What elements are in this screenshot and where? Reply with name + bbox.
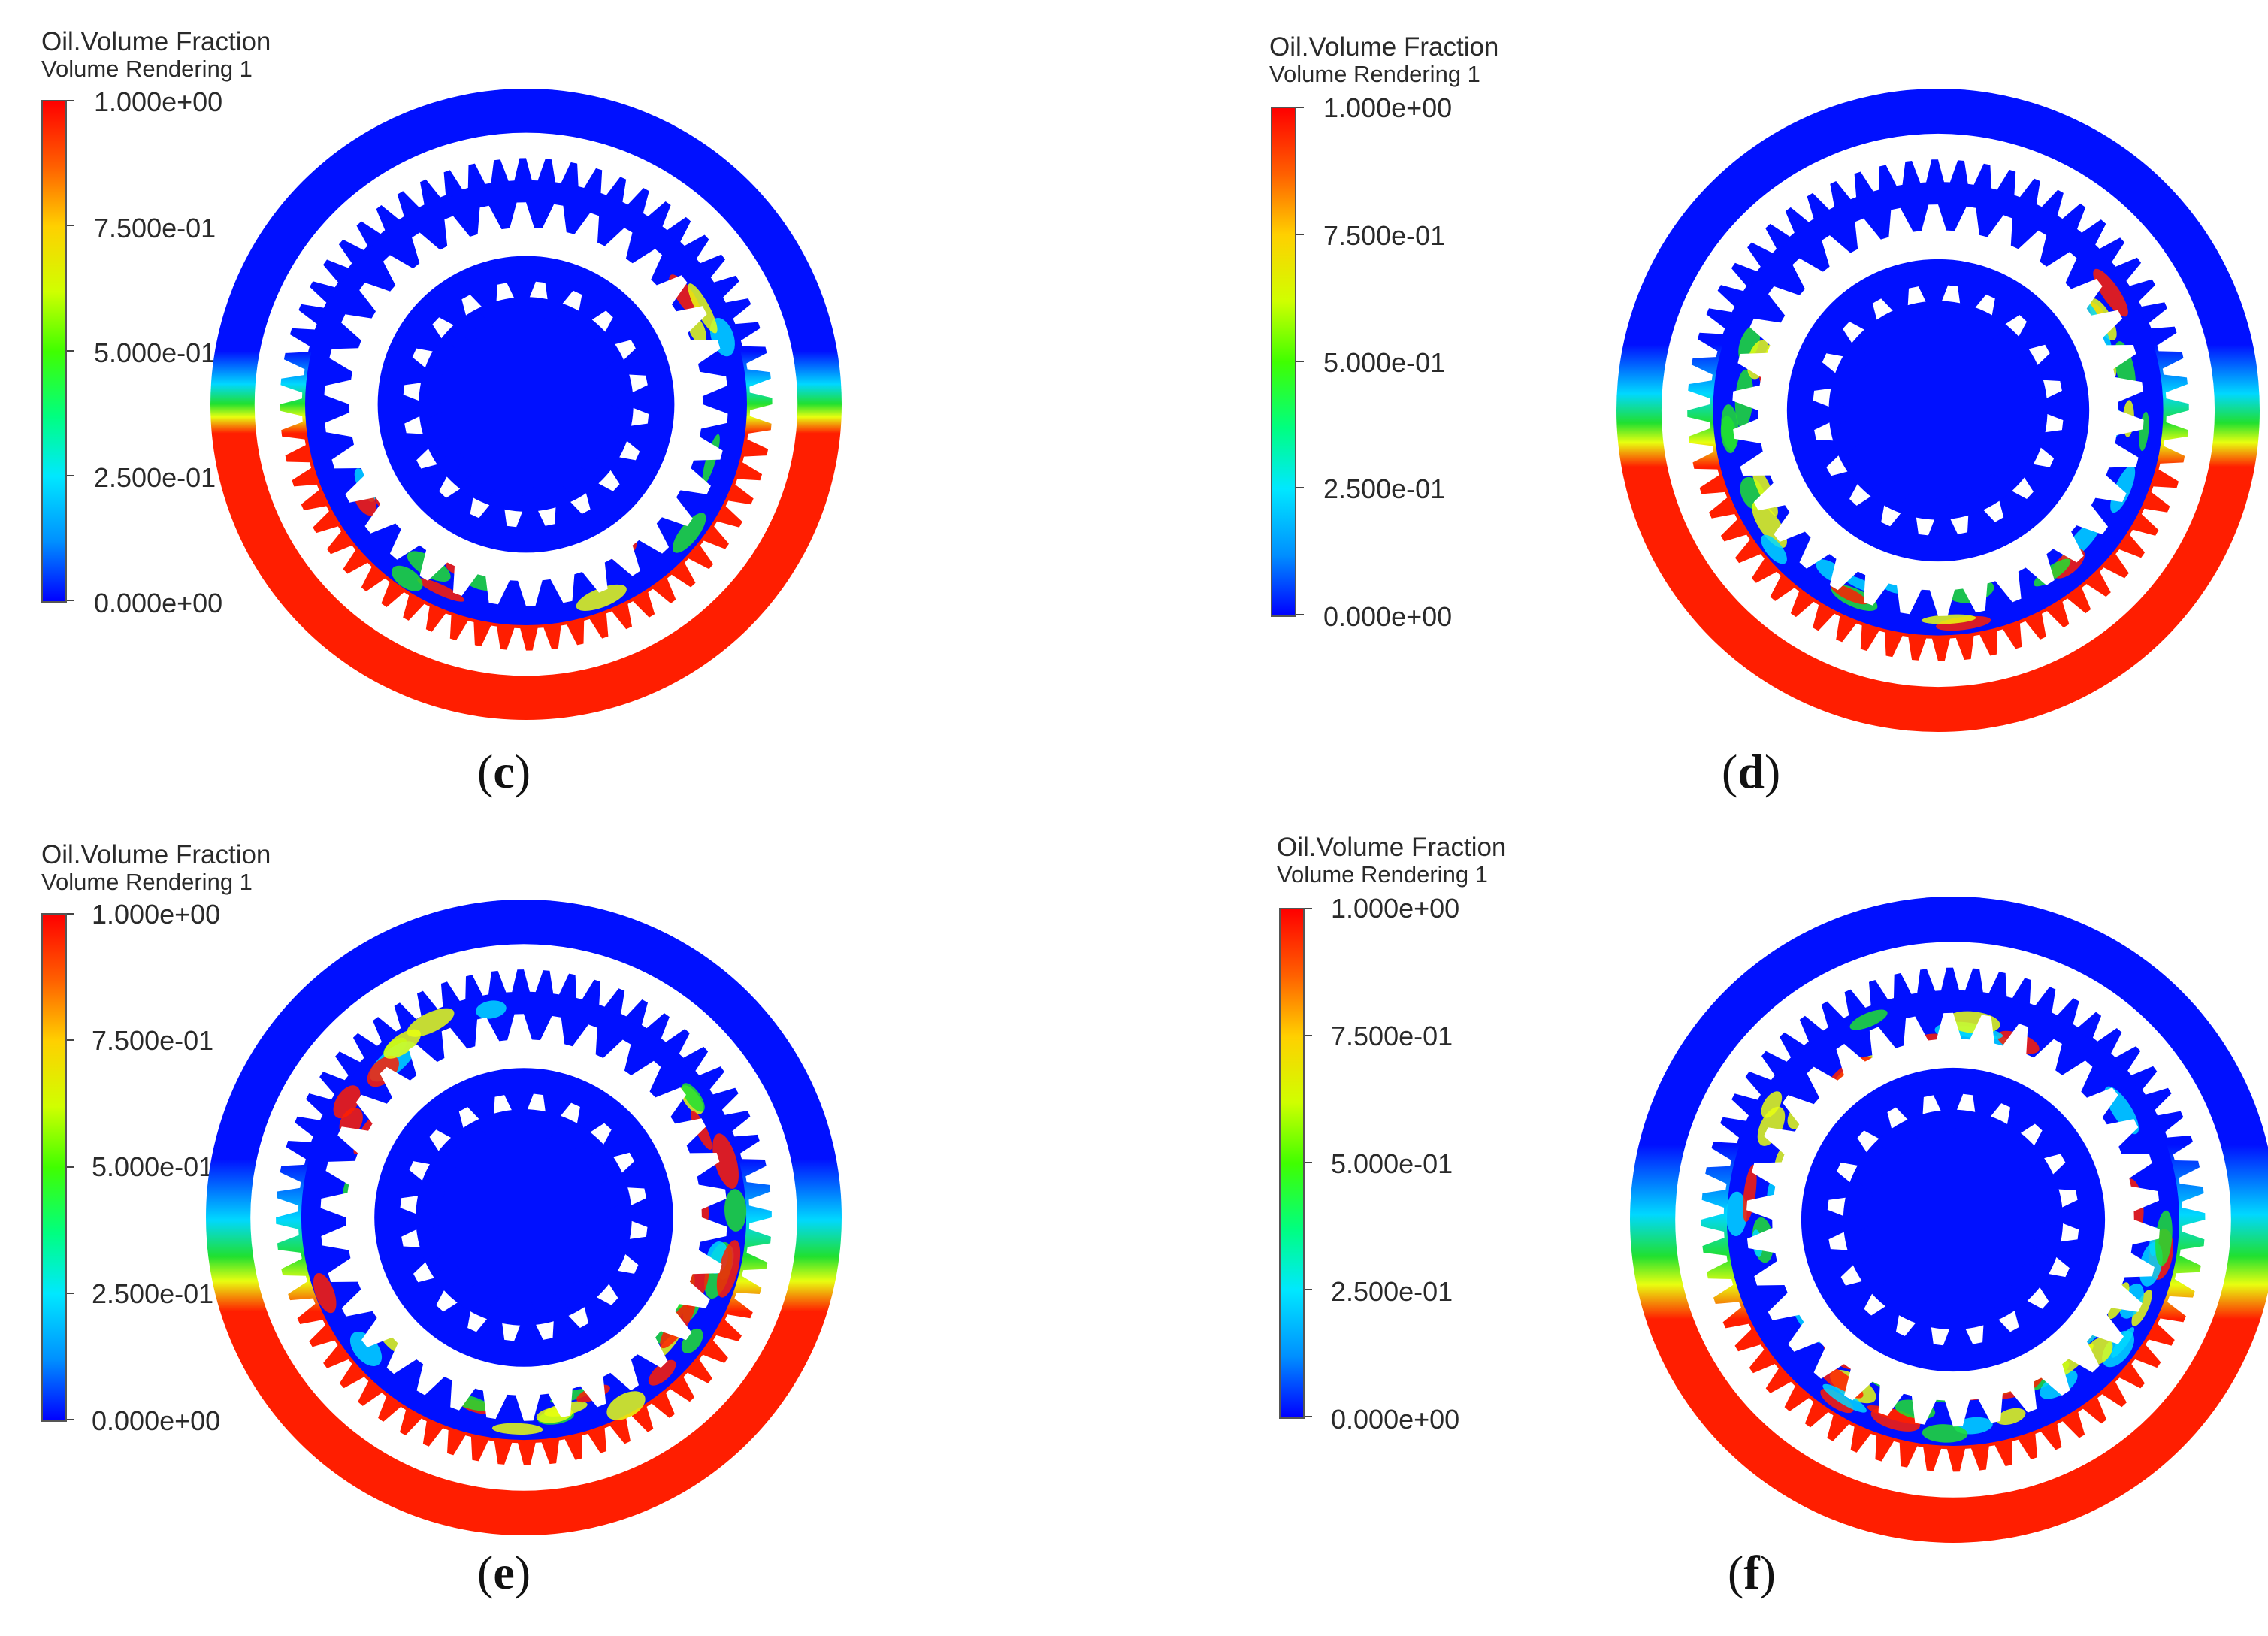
tick-label: 1.000e+00 <box>1331 893 1460 924</box>
tick-label: 0.000e+00 <box>94 588 223 618</box>
colorbar <box>1279 908 1305 1419</box>
legend-rendering: Volume Rendering 1 <box>41 869 253 895</box>
tick-label: 0.000e+00 <box>1331 1404 1460 1435</box>
legend-variable: Oil.Volume Fraction <box>41 840 271 869</box>
oil-volume-fraction-plot <box>1630 897 2268 1543</box>
tick-label: 2.500e-01 <box>1323 473 1446 504</box>
panel-f: Oil.Volume Fraction Volume Rendering 1 1… <box>1134 818 2268 1635</box>
panel-caption: (c) <box>477 745 531 798</box>
colorbar-tick <box>67 1419 74 1420</box>
colorbar <box>41 100 67 603</box>
colorbar-tick <box>1296 360 1304 362</box>
oil-volume-fraction-plot <box>206 900 842 1535</box>
colorbar-tick <box>1296 487 1304 489</box>
tick-label: 2.500e-01 <box>92 1278 214 1309</box>
colorbar-tick <box>67 349 74 352</box>
tick-label: 5.000e-01 <box>92 1151 214 1182</box>
legend-title: Oil.Volume Fraction Volume Rendering 1 <box>41 29 271 83</box>
colorbar-tick <box>67 1039 74 1042</box>
legend-title: Oil.Volume Fraction Volume Rendering 1 <box>1277 834 1506 888</box>
panel-caption: (e) <box>477 1546 531 1599</box>
colorbar-tick <box>67 225 74 227</box>
colorbar-tick <box>1296 614 1304 615</box>
colorbar-tick <box>1296 233 1304 235</box>
panel-e: Oil.Volume Fraction Volume Rendering 1 1… <box>0 818 1134 1635</box>
tick-label: 7.500e-01 <box>92 1025 214 1056</box>
colorbar <box>41 913 67 1422</box>
legend-variable: Oil.Volume Fraction <box>1277 833 1507 862</box>
colorbar-tick <box>67 1166 74 1168</box>
legend-rendering: Volume Rendering 1 <box>1277 861 1488 888</box>
tick-label: 2.500e-01 <box>1331 1276 1453 1307</box>
tick-label: 7.500e-01 <box>1331 1021 1453 1051</box>
colorbar <box>1271 107 1296 617</box>
tick-label: 2.500e-01 <box>94 462 216 493</box>
panel-c: Oil.Volume Fraction Volume Rendering 1 1… <box>0 0 1134 818</box>
tick-label: 0.000e+00 <box>92 1405 221 1436</box>
tick-label: 1.000e+00 <box>94 86 223 117</box>
legend-rendering: Volume Rendering 1 <box>1269 61 1480 87</box>
colorbar-tick <box>67 600 74 601</box>
colorbar-tick <box>1305 1162 1312 1163</box>
colorbar-tick <box>1305 1035 1312 1036</box>
legend-variable: Oil.Volume Fraction <box>1269 32 1499 62</box>
tick-label: 5.000e-01 <box>1331 1148 1453 1179</box>
legend-rendering: Volume Rendering 1 <box>41 56 253 82</box>
tick-label: 5.000e-01 <box>1323 347 1446 378</box>
panel-caption: (f) <box>1728 1546 1776 1599</box>
colorbar-tick <box>67 913 74 915</box>
tick-label: 0.000e+00 <box>1323 601 1453 632</box>
legend-title: Oil.Volume Fraction Volume Rendering 1 <box>1269 34 1498 88</box>
oil-volume-fraction-plot <box>210 89 842 720</box>
oil-volume-fraction-plot <box>1616 89 2260 732</box>
tick-label: 1.000e+00 <box>92 899 221 930</box>
colorbar-tick <box>1305 908 1312 909</box>
colorbar-tick <box>67 474 74 476</box>
colorbar-tick <box>1296 107 1304 108</box>
colorbar-tick <box>67 100 74 101</box>
tick-label: 7.500e-01 <box>94 213 216 243</box>
legend-variable: Oil.Volume Fraction <box>41 27 271 56</box>
tick-label: 5.000e-01 <box>94 337 216 368</box>
colorbar-tick <box>67 1292 74 1294</box>
panel-d: Oil.Volume Fraction Volume Rendering 1 1… <box>1134 0 2268 818</box>
tick-label: 7.500e-01 <box>1323 220 1446 251</box>
colorbar-tick <box>1305 1416 1312 1417</box>
tick-label: 1.000e+00 <box>1323 92 1453 123</box>
colorbar-tick <box>1305 1289 1312 1290</box>
legend-title: Oil.Volume Fraction Volume Rendering 1 <box>41 842 271 896</box>
panel-caption: (d) <box>1722 745 1781 798</box>
